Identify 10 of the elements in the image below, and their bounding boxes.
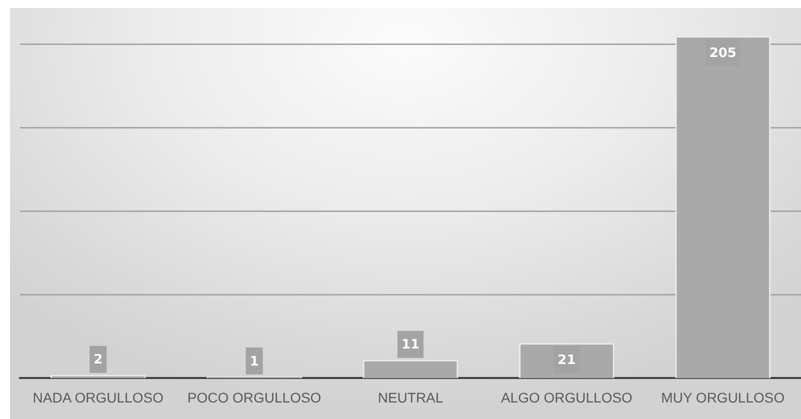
data-label: 1	[250, 354, 259, 370]
data-label: 21	[558, 353, 576, 368]
x-tick-label: MUY ORGULLOSO	[661, 389, 785, 406]
x-tick-label: ALGO ORGULLOSO	[500, 389, 633, 406]
x-tick-label: POCO ORGULLOSO	[187, 389, 322, 406]
data-label: 11	[401, 338, 420, 353]
x-tick-label: NEUTRAL	[378, 389, 444, 406]
data-label: 2	[94, 352, 103, 368]
data-label: 205	[709, 46, 736, 61]
x-tick-label: NADA ORGULLOSO	[32, 389, 164, 406]
